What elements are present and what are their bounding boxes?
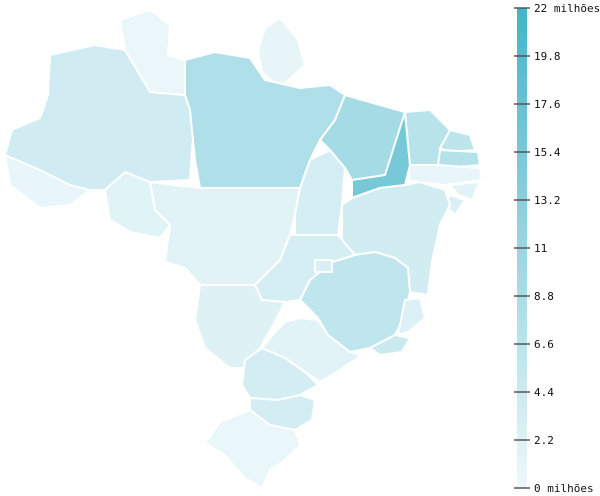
legend-tick-label: 6.6 [534,338,554,351]
state-parana[interactable] [241,347,319,401]
state-alagoas[interactable] [449,181,481,201]
state-pernambuco[interactable] [407,164,483,186]
legend-tick-label: 4.4 [534,386,554,399]
state-rio-grande-do-sul[interactable] [204,409,301,489]
state-rio-de-janeiro[interactable] [369,334,411,356]
legend-tick-label: 17.6 [534,98,561,111]
legend-tick-label: 22 milhões [534,2,600,15]
state-acre[interactable] [4,154,91,209]
legend-tick-label: 8.8 [534,290,554,303]
legend-tick-label: 13.2 [534,194,561,207]
legend-ticks: 0 milhões 2.2 4.4 6.6 8.8 11 13.2 15.4 17.6 19.8 2… [514,2,600,495]
state-goias[interactable] [254,234,356,303]
legend-tick-label: 0 milhões [534,482,594,495]
state-amapa[interactable] [257,17,306,89]
state-espirito-santo[interactable] [397,297,426,336]
legend-tick-label: 15.4 [534,146,561,159]
legend-tick-label: 19.8 [534,50,561,63]
color-legend: 0 milhões 2.2 4.4 6.6 8.8 11 13.2 15.4 17.6 19.8 2… [514,2,600,495]
legend-tick-label: 2.2 [534,434,554,447]
legend-tick-label: 11 [534,242,547,255]
state-distrito-federal[interactable] [314,259,333,273]
state-mato-grosso-do-sul[interactable] [194,284,286,369]
states-layer [4,9,483,489]
